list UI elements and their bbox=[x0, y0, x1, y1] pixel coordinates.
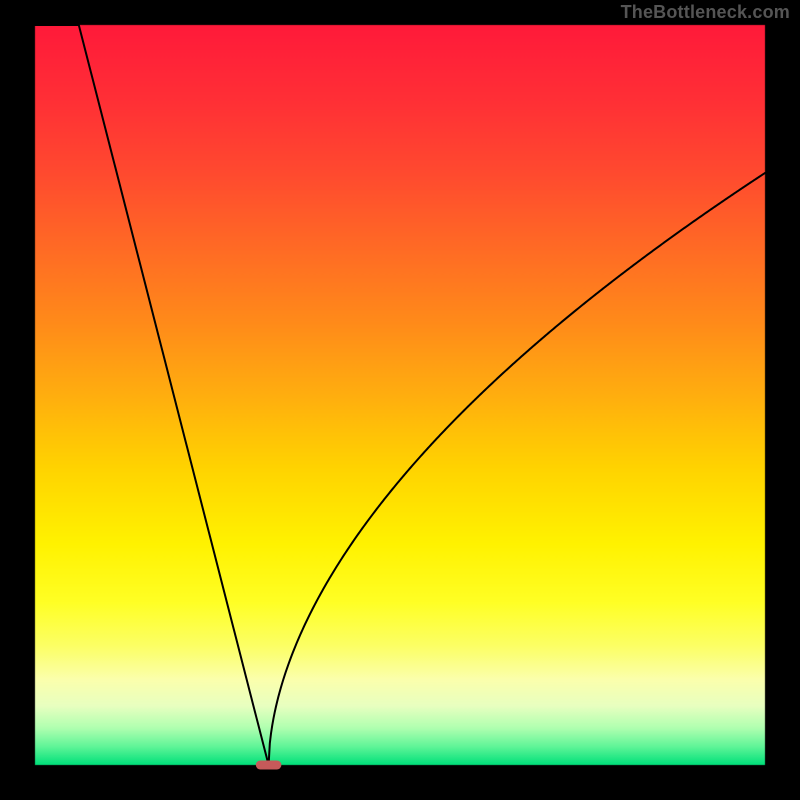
chart-container: TheBottleneck.com bbox=[0, 0, 800, 800]
gradient-background bbox=[0, 0, 800, 800]
